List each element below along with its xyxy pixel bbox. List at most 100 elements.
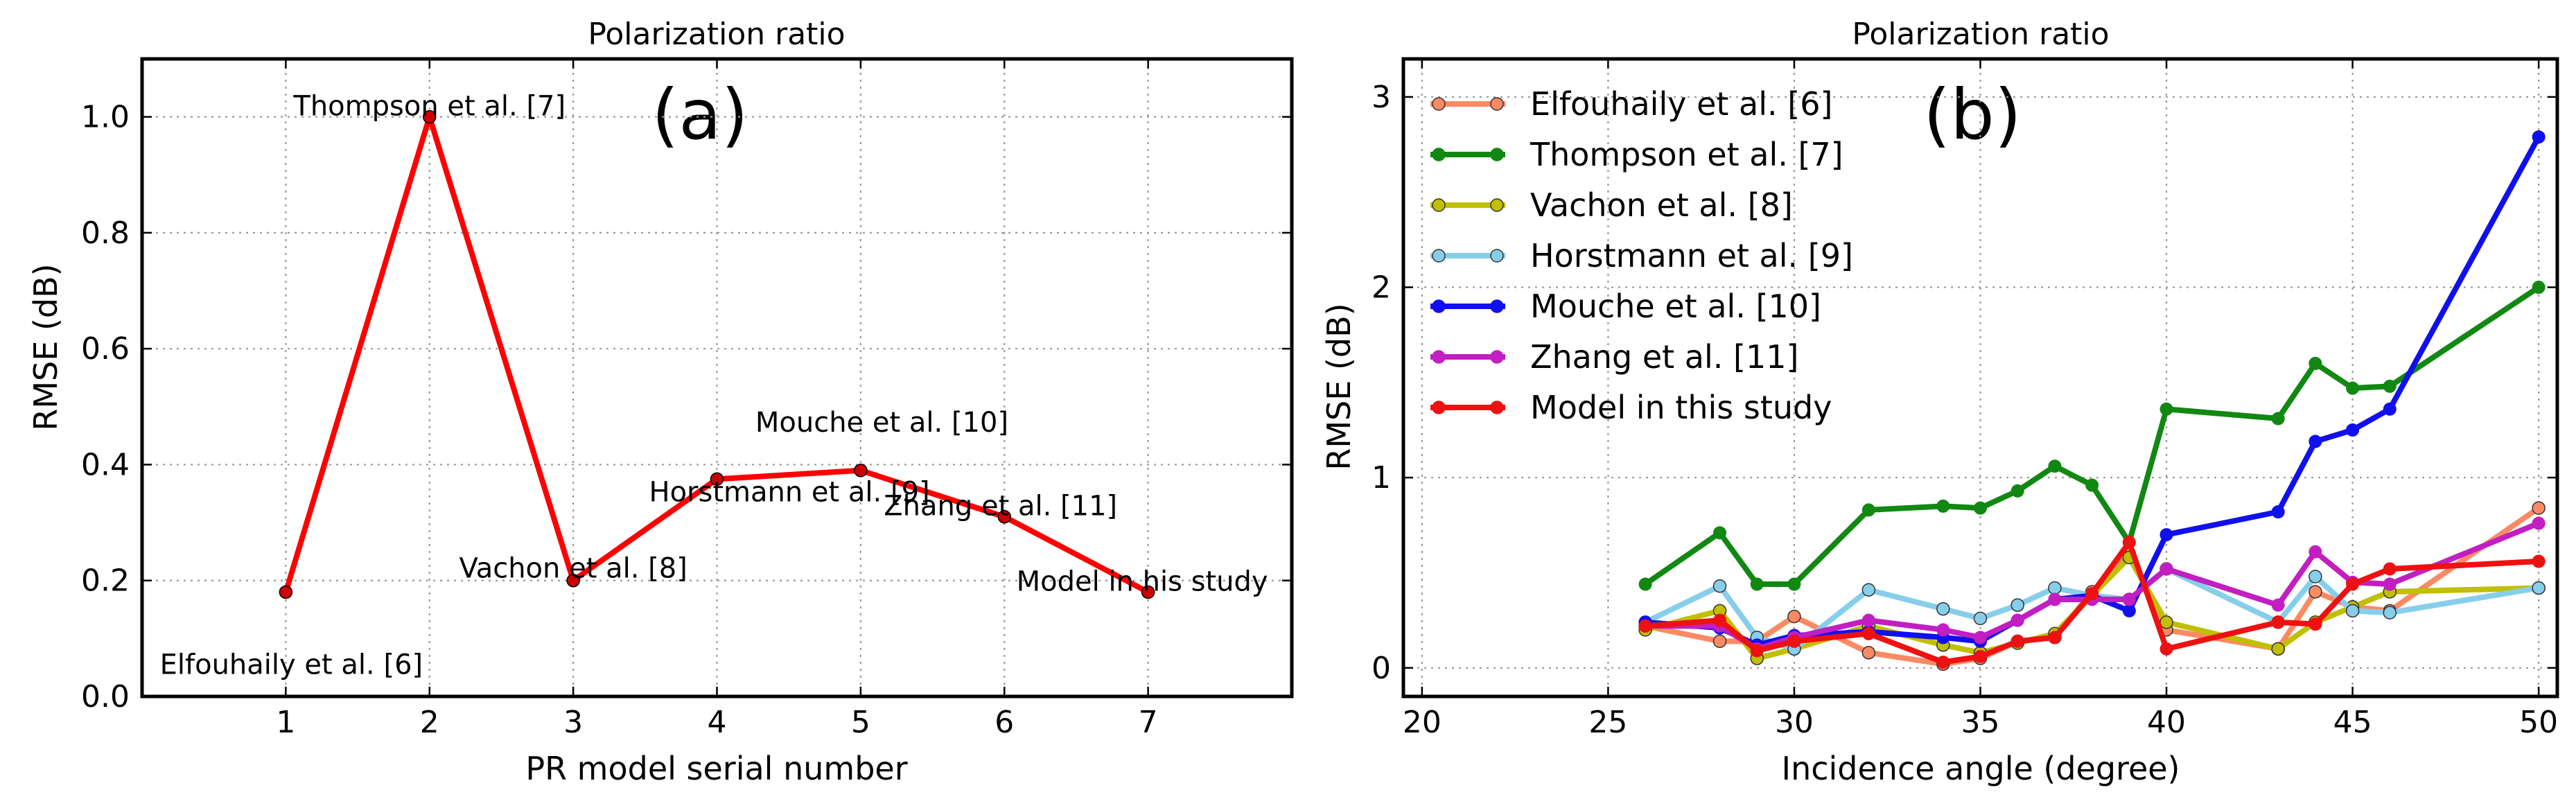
- data-point: [1936, 499, 1950, 513]
- data-point: [1861, 503, 1875, 517]
- data-point: [2532, 130, 2546, 144]
- x-tick-label: 7: [1139, 705, 1158, 740]
- data-point: [2271, 412, 2285, 425]
- data-point: [2010, 484, 2024, 498]
- data-point: [710, 472, 724, 486]
- data-point: [2383, 577, 2397, 591]
- legend-marker: [1490, 299, 1504, 313]
- x-tick-label: 1: [276, 705, 295, 740]
- data-point: [2532, 281, 2546, 295]
- data-point: [2383, 606, 2397, 620]
- point-annotation: Zhang et al. [11]: [884, 491, 1117, 523]
- y-tick-label: 0: [1372, 651, 1391, 686]
- data-point: [2122, 592, 2136, 606]
- data-point: [2122, 536, 2136, 550]
- data-point: [2308, 545, 2322, 559]
- data-point: [2345, 604, 2360, 618]
- data-point: [1861, 646, 1876, 660]
- data-point: [2308, 585, 2322, 599]
- legend-label: Mouche et al. [10]: [1530, 288, 1821, 325]
- data-point: [2308, 434, 2322, 448]
- data-point: [1638, 577, 1652, 591]
- chart-a-series: [279, 109, 1155, 599]
- chart-b-series: [1638, 130, 2546, 671]
- data-point: [566, 573, 580, 588]
- data-point: [854, 464, 868, 477]
- data-point: [2346, 577, 2360, 591]
- legend-marker: [1490, 249, 1504, 263]
- data-point: [2308, 617, 2322, 631]
- legend-marker: [1432, 148, 1446, 161]
- data-point: [1974, 501, 1987, 515]
- data-point: [2532, 516, 2546, 530]
- point-annotation: Horstmann et al. [9]: [649, 476, 930, 508]
- data-point: [1141, 585, 1155, 599]
- data-point: [1712, 579, 1727, 593]
- legend-marker: [1432, 401, 1446, 414]
- x-tick-label: 45: [2333, 705, 2372, 740]
- legend-marker: [1432, 97, 1446, 111]
- data-point: [2383, 562, 2397, 576]
- legend-marker: [1490, 97, 1504, 111]
- y-tick-label: 1.0: [81, 100, 130, 135]
- data-point: [1861, 583, 1876, 597]
- y-tick-label: 0.6: [81, 331, 130, 367]
- data-point: [279, 585, 293, 599]
- chart-b-ylabel: RMSE (dB): [1320, 303, 1358, 470]
- y-tick-label: 0.4: [81, 447, 130, 482]
- x-tick-label: 40: [2147, 705, 2186, 740]
- x-tick-label: 35: [1961, 705, 2000, 740]
- legend-marker: [1490, 148, 1504, 161]
- y-tick-label: 1: [1372, 460, 1391, 495]
- point-annotation: Model in his study: [1017, 565, 1268, 597]
- data-point: [2010, 598, 2024, 612]
- chart-a-xlabel: PR model serial number: [525, 750, 907, 787]
- data-point: [2271, 598, 2285, 612]
- data-point: [1750, 644, 1764, 658]
- y-tick-label: 0.0: [81, 679, 130, 714]
- series-2: [1638, 281, 2546, 591]
- chart-b-title: Polarization ratio: [1852, 17, 2109, 52]
- series-7: [1638, 536, 2546, 669]
- point-annotation: Mouche et al. [10]: [755, 407, 1008, 439]
- data-point: [1750, 577, 1764, 591]
- y-tick-label: 2: [1372, 270, 1391, 306]
- chart-b-ticks: 20 25 30 35 40 45 50 0 1 2 3: [1372, 59, 2558, 740]
- y-tick-label: 0.8: [81, 216, 130, 251]
- data-point: [2159, 642, 2173, 656]
- data-point: [2271, 505, 2285, 519]
- data-point: [1973, 611, 1988, 626]
- chart-b-legend: Elfouhaily et al. [6] Thompson et al. [7]…: [1430, 85, 1853, 426]
- data-point: [1936, 656, 1950, 669]
- data-point: [1936, 623, 1950, 637]
- legend-label: Zhang et al. [11]: [1530, 338, 1798, 376]
- point-annotation: Vachon et al. [8]: [459, 553, 687, 585]
- data-point: [1713, 526, 1727, 540]
- legend-marker: [1432, 299, 1446, 313]
- data-point: [1638, 619, 1652, 633]
- data-point: [997, 509, 1011, 524]
- data-point: [1861, 613, 1875, 627]
- data-point: [2532, 501, 2546, 515]
- legend-marker: [1490, 350, 1504, 364]
- chart-a-title: Polarization ratio: [588, 17, 845, 52]
- chart-panel-b: Polarization ratio (b) RMSE (dB) Inciden…: [1320, 17, 2559, 787]
- data-point: [1787, 609, 1801, 624]
- chart-a-annotations: Elfouhaily et al. [6] Thompson et al. [7]…: [160, 91, 1268, 681]
- x-tick-label: 25: [1588, 705, 1627, 740]
- x-tick-label: 4: [708, 705, 727, 740]
- x-tick-label: 2: [420, 705, 439, 740]
- data-point: [2271, 642, 2285, 656]
- legend-marker: [1432, 350, 1446, 364]
- data-point: [1974, 631, 1987, 644]
- data-point: [2048, 581, 2062, 595]
- legend-marker: [1432, 249, 1446, 263]
- chart-b-frame: [1401, 57, 2559, 699]
- data-point: [2308, 356, 2322, 370]
- chart-b-gridlines: [1403, 59, 2557, 696]
- data-point: [2085, 587, 2099, 601]
- point-annotation: Thompson et al. [7]: [292, 91, 566, 123]
- data-point: [423, 109, 437, 124]
- data-point: [2532, 581, 2546, 595]
